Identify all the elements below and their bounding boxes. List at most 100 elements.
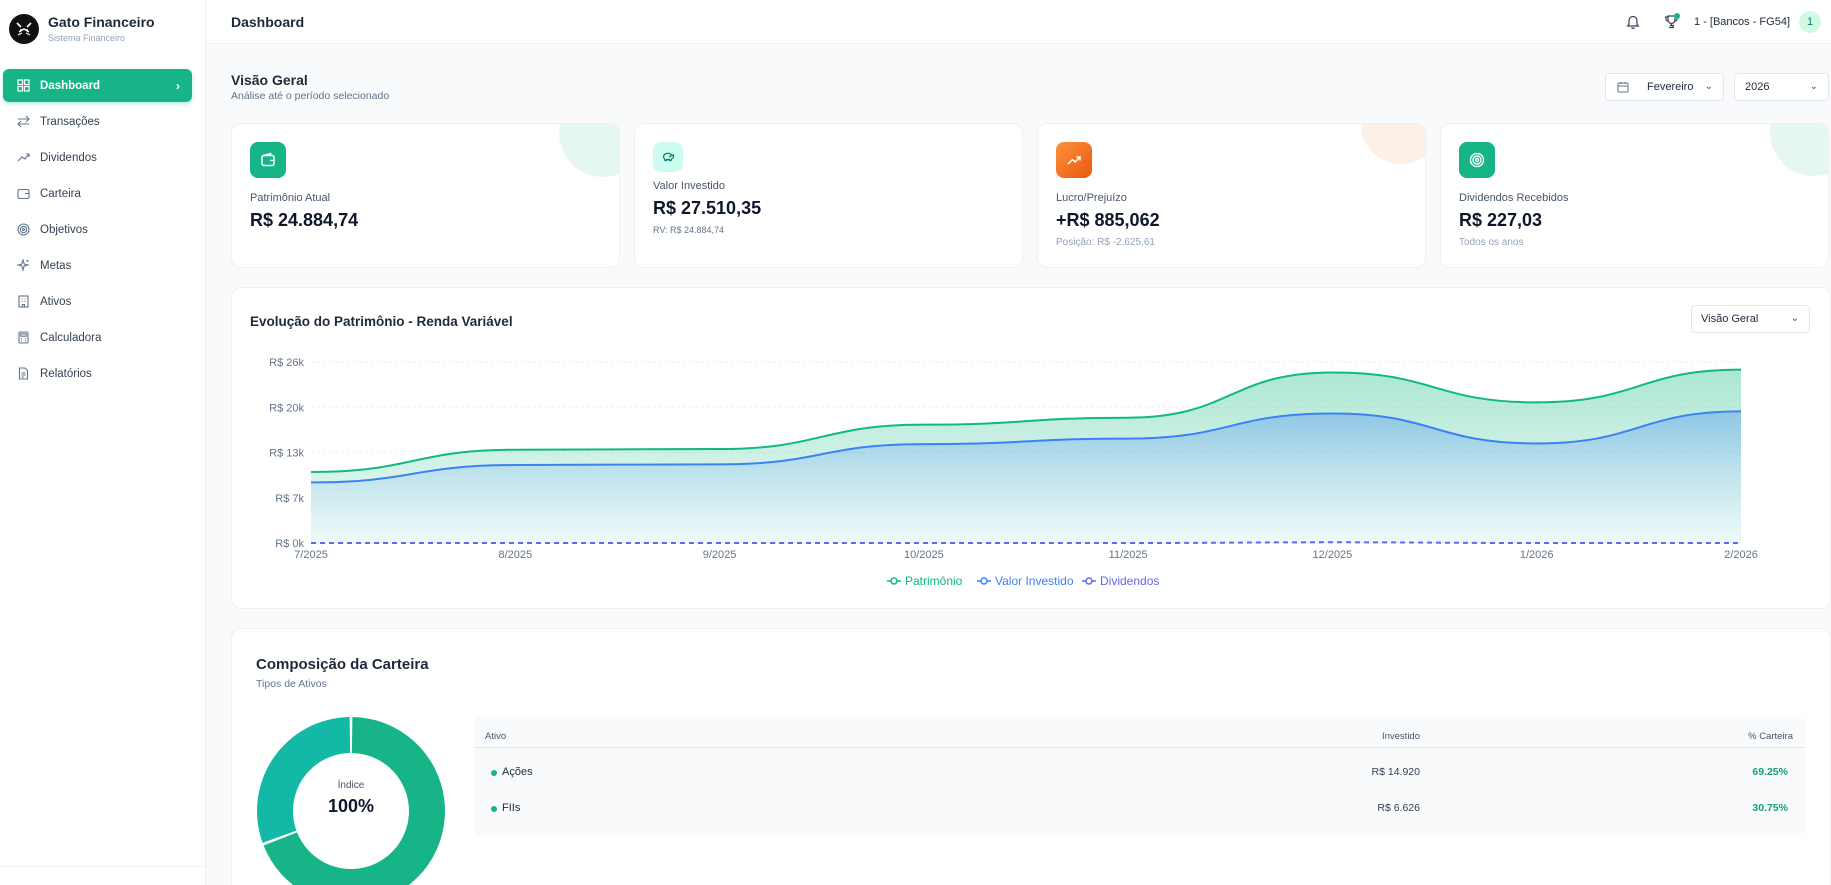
card-decoration xyxy=(1770,124,1828,176)
chart-view-value: Visão Geral xyxy=(1701,313,1759,325)
y-tick-label: R$ 13k xyxy=(269,448,304,460)
bell-icon[interactable] xyxy=(1622,11,1644,33)
sidebar-item-label: Relatórios xyxy=(40,367,92,380)
composition-panel: Composição da Carteira Tipos de Ativos Í… xyxy=(231,628,1831,885)
divider xyxy=(474,747,1805,748)
topbar-actions: 1 - [Bancos - FG54] 1 xyxy=(1606,10,1821,33)
wallet-icon xyxy=(250,142,286,178)
sidebar-item-label: Objetivos xyxy=(40,223,88,236)
sparkle-icon xyxy=(16,259,30,273)
chart-view-select[interactable]: Visão Geral ⌄ xyxy=(1691,305,1810,333)
legend-label: Valor Investido xyxy=(995,574,1074,588)
donut-center-label: Índice xyxy=(337,780,365,791)
sidebar-item-dashboard[interactable]: Dashboard › xyxy=(3,69,192,102)
sidebar-nav: Dashboard › Transações Dividendos Cartei… xyxy=(0,58,205,390)
composition-title: Composição da Carteira xyxy=(256,656,429,673)
page-title: Dashboard xyxy=(231,13,305,30)
sidebar-footer xyxy=(0,866,205,885)
arrows-icon xyxy=(16,115,30,129)
sidebar-item-ativos[interactable]: Ativos xyxy=(3,285,192,318)
asset-name: Ações xyxy=(502,766,533,778)
sidebar-item-objetivos[interactable]: Objetivos xyxy=(3,213,192,246)
table-row[interactable]: Ações R$ 14.920 69.25% xyxy=(474,755,1805,791)
asset-name: FIIs xyxy=(502,802,521,814)
app-subtitle: Sistema Financeiro xyxy=(48,33,126,43)
card-value: R$ 27.510,35 xyxy=(653,198,762,218)
card-decoration xyxy=(559,124,619,177)
sidebar-item-label: Calculadora xyxy=(40,331,102,344)
card-decoration xyxy=(1361,124,1425,164)
avatar[interactable]: 1 xyxy=(1799,10,1821,33)
wallet-icon xyxy=(16,187,30,201)
legend-marker-dot xyxy=(890,577,898,585)
asset-invested: R$ 6.626 xyxy=(1377,802,1420,814)
sidebar-item-carteira[interactable]: Carteira xyxy=(3,177,192,210)
month-value: Fevereiro xyxy=(1647,81,1694,93)
chevron-down-icon: ⌄ xyxy=(1809,81,1818,92)
card-lucro-prejuizo: Lucro/Prejuízo +R$ 885,062 Posição: R$ -… xyxy=(1037,123,1426,268)
card-label: Lucro/Prejuízo xyxy=(1056,192,1127,204)
sidebar-item-dividendos[interactable]: Dividendos xyxy=(3,141,192,174)
card-value: R$ 227,03 xyxy=(1459,210,1543,230)
month-select[interactable]: Fevereiro ⌄ xyxy=(1605,73,1724,101)
legend-label: Dividendos xyxy=(1100,574,1159,588)
sidebar-item-relatorios[interactable]: Relatórios xyxy=(3,357,192,390)
y-tick-label: R$ 26k xyxy=(269,357,304,369)
sidebar-item-calculadora[interactable]: Calculadora xyxy=(3,321,192,354)
building-icon xyxy=(16,295,30,309)
chevron-down-icon: ⌄ xyxy=(1704,81,1713,92)
brand[interactable]: Gato Financeiro Sistema Financeiro xyxy=(0,0,205,58)
donut-slice[interactable] xyxy=(257,717,351,843)
sidebar-item-metas[interactable]: Metas xyxy=(3,249,192,282)
series-line-dividendos xyxy=(311,541,1741,545)
card-subtext: RV: R$ 24.884,74 xyxy=(653,225,725,235)
year-select[interactable]: 2026 ⌄ xyxy=(1734,73,1829,101)
sidebar-item-label: Transações xyxy=(40,115,100,128)
piggy-bank-icon xyxy=(653,142,683,172)
series-dot xyxy=(491,806,497,812)
sidebar: Gato Financeiro Sistema Financeiro Dashb… xyxy=(0,0,206,885)
sidebar-item-label: Dividendos xyxy=(40,151,97,164)
section-title: Visão Geral xyxy=(231,72,308,88)
column-header-invested: Investido xyxy=(1381,731,1420,742)
x-tick-label: 12/2025 xyxy=(1313,549,1353,561)
donut-slice[interactable] xyxy=(263,717,445,885)
donut-center: Índice 100% xyxy=(256,716,446,885)
cat-logo-icon xyxy=(9,14,39,44)
sidebar-item-transacoes[interactable]: Transações xyxy=(3,105,192,138)
legend-marker-dot xyxy=(1085,577,1093,585)
composition-subtitle: Tipos de Ativos xyxy=(256,678,327,690)
legend-label: Patrimônio xyxy=(905,574,963,588)
column-header-asset: Ativo xyxy=(485,731,507,742)
x-tick-label: 11/2025 xyxy=(1109,549,1148,561)
trophy-icon[interactable] xyxy=(1660,11,1682,33)
user-label[interactable]: 1 - [Bancos - FG54] xyxy=(1694,15,1790,28)
series-dot xyxy=(491,770,497,776)
card-valor-investido: Valor Investido R$ 27.510,35 RV: R$ 24.8… xyxy=(634,123,1023,268)
card-dividendos: Dividendos Recebidos R$ 227,03 Todos os … xyxy=(1440,123,1829,268)
card-label: Valor Investido xyxy=(653,180,725,192)
y-tick-label: R$ 20k xyxy=(269,402,304,414)
patrimonio-chart-panel: Evolução do Patrimônio - Renda Variável … xyxy=(231,287,1831,609)
file-icon xyxy=(16,367,30,381)
x-tick-label: 9/2025 xyxy=(703,549,737,561)
topbar: Dashboard 1 - [Bancos - FG54] 1 xyxy=(207,0,1831,44)
calculator-icon xyxy=(16,331,30,345)
target-icon xyxy=(1459,142,1495,178)
series-line-valor-investido xyxy=(310,410,1742,484)
section-subtitle: Análise até o período selecionado xyxy=(231,90,390,102)
y-tick-label: R$ 0k xyxy=(275,538,304,550)
x-tick-label: 8/2025 xyxy=(498,549,532,561)
grid-icon xyxy=(16,79,30,93)
area-chart: R$ 26k R$ 20k R$ 13k R$ 7k R$ 0k7/2025 8/2025… xyxy=(269,357,1758,588)
card-value: R$ 24.884,74 xyxy=(250,210,359,230)
series-line-patrimonio xyxy=(310,368,1742,473)
x-tick-label: 1/2026 xyxy=(1520,549,1554,561)
table-row[interactable]: FIIs R$ 6.626 30.75% xyxy=(474,791,1805,827)
legend-marker-dot xyxy=(980,577,988,585)
x-tick-label: 10/2025 xyxy=(904,549,944,561)
sidebar-item-label: Ativos xyxy=(40,295,72,308)
donut-center-value: 100% xyxy=(327,796,375,816)
asset-invested: R$ 14.920 xyxy=(1371,766,1420,778)
app-name: Gato Financeiro xyxy=(48,14,155,30)
